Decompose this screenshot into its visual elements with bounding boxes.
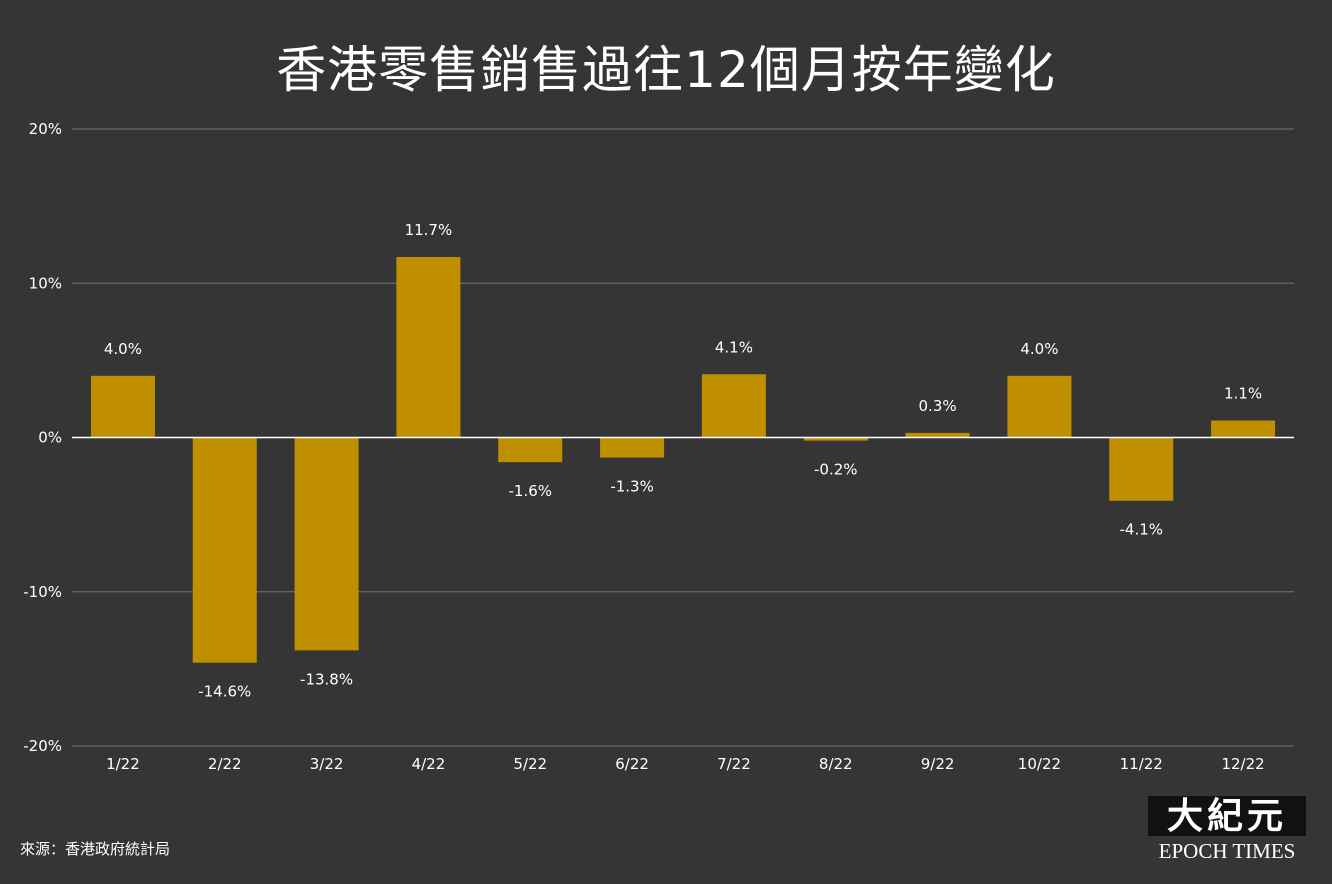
data-label: -13.8% xyxy=(300,670,353,688)
bar xyxy=(1109,437,1174,501)
bar xyxy=(90,375,155,438)
x-tick-label: 10/22 xyxy=(1018,755,1061,773)
logo-chinese-text: 大紀元 xyxy=(1148,796,1306,836)
bar xyxy=(192,437,257,663)
logo-english-text: EPOCH TIMES xyxy=(1158,839,1296,863)
x-tick-label: 1/22 xyxy=(106,755,140,773)
bar xyxy=(1007,375,1072,438)
data-label: 4.1% xyxy=(715,338,753,356)
data-label: -0.2% xyxy=(814,461,858,479)
data-label: 4.0% xyxy=(104,340,142,358)
data-labels: 4.0% -14.6% -13.8% 11.7% -1.6% -1.3% 4.1% -0.2%… xyxy=(104,221,1262,701)
x-tick-label: 4/22 xyxy=(412,755,446,773)
x-axis-tick-labels: 1/22 2/22 3/22 4/22 5/22 6/22 7/22 8/22 9/22 10/2… xyxy=(106,755,1265,773)
x-tick-label: 2/22 xyxy=(208,755,242,773)
x-tick-label: 9/22 xyxy=(921,755,955,773)
x-tick-label: 12/22 xyxy=(1221,755,1264,773)
epoch-times-logo: 大紀元 EPOCH TIMES xyxy=(1148,796,1306,868)
bar xyxy=(803,437,868,441)
x-tick-label: 3/22 xyxy=(310,755,344,773)
x-tick-label: 7/22 xyxy=(717,755,751,773)
data-label: -14.6% xyxy=(198,683,251,701)
data-label: -4.1% xyxy=(1119,521,1163,539)
x-tick-label: 6/22 xyxy=(615,755,649,773)
data-label: -1.3% xyxy=(610,478,654,496)
bar xyxy=(1211,420,1276,438)
y-axis-tick-labels: 20% 10% 0% -10% -20% xyxy=(23,120,62,755)
data-label: -1.6% xyxy=(508,482,552,500)
y-tick-label: 0% xyxy=(38,429,62,447)
x-tick-label: 11/22 xyxy=(1120,755,1163,773)
bar xyxy=(498,437,563,463)
data-label: 11.7% xyxy=(405,221,453,239)
data-label: 4.0% xyxy=(1020,340,1058,358)
y-tick-label: -20% xyxy=(23,737,62,755)
data-label: 1.1% xyxy=(1224,385,1262,403)
chart-title: 香港零售銷售過往12個月按年變化 xyxy=(276,41,1056,99)
x-tick-label: 8/22 xyxy=(819,755,853,773)
y-tick-label: -10% xyxy=(23,583,62,601)
data-label: 0.3% xyxy=(919,397,957,415)
source-note: 來源：香港政府統計局 xyxy=(20,840,171,858)
bar xyxy=(905,432,970,438)
bar xyxy=(294,437,359,651)
x-tick-label: 5/22 xyxy=(513,755,547,773)
bar xyxy=(396,257,461,438)
y-tick-label: 20% xyxy=(29,120,62,138)
bar xyxy=(701,374,766,438)
grid-lines xyxy=(72,128,1294,747)
bars xyxy=(90,257,1276,663)
y-tick-label: 10% xyxy=(29,274,62,292)
bar xyxy=(600,437,665,458)
